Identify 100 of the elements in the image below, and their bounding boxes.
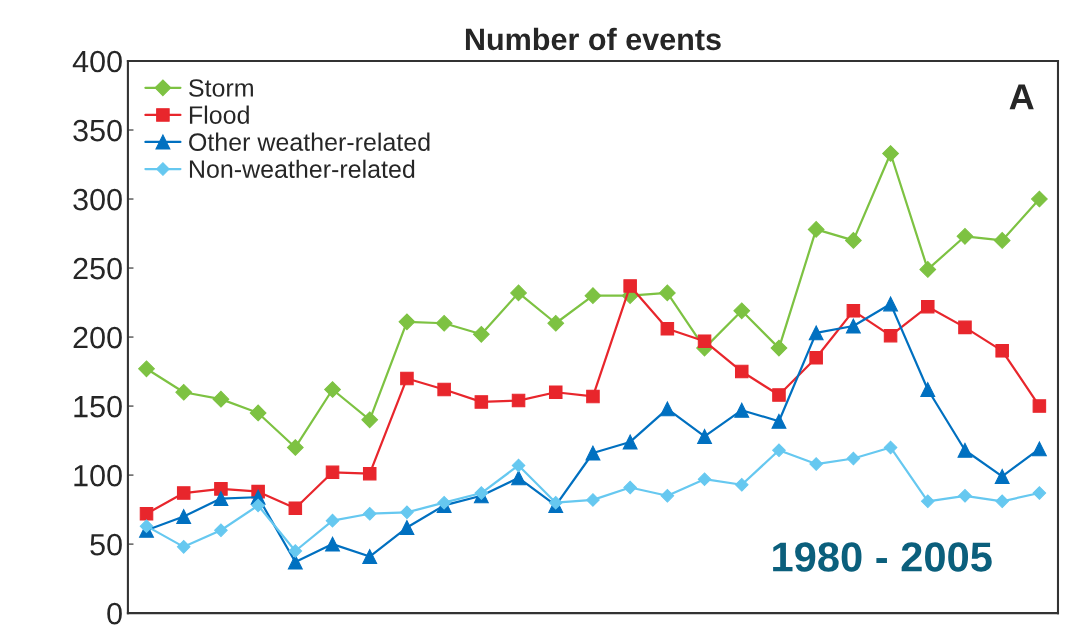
point [474,395,489,409]
point [287,554,303,570]
point [176,540,191,554]
point [1032,486,1047,500]
point [362,506,377,521]
legend-label: Non-weather-related [189,159,415,179]
point [212,390,230,408]
point [511,470,527,486]
y-tick-label: 400 [72,50,122,73]
point [400,371,414,386]
point [809,457,823,471]
y-tick-label: 150 [74,395,122,418]
point [176,486,191,500]
point [511,393,526,408]
point [883,328,898,343]
point [400,505,414,520]
point [845,318,861,334]
point [956,227,974,245]
point [213,491,229,507]
point [660,488,675,503]
point [658,284,676,302]
point [958,320,972,335]
point [921,299,935,314]
point [472,325,490,343]
point [772,388,786,402]
point [995,494,1009,509]
point [437,382,451,397]
y-tick-label: 200 [73,326,122,349]
point [398,313,416,331]
annotation: A [1009,84,1034,110]
legend-label: Flood [189,105,249,124]
point [325,513,340,528]
point [846,304,861,318]
point [623,480,637,495]
point [176,509,192,524]
point [510,284,527,302]
y-tick-label: 250 [73,257,122,280]
point [919,261,937,278]
y-tick-label: 300 [73,188,122,211]
point [659,401,675,417]
point [362,466,377,481]
point [882,145,899,162]
point [697,334,712,348]
point [324,381,341,398]
point [995,344,1009,358]
point [548,385,563,400]
point [586,389,600,404]
point [734,402,750,418]
point [771,413,787,429]
point [1031,190,1048,208]
point [697,428,713,444]
point [920,382,936,397]
point [958,488,972,503]
point [809,350,823,365]
point [957,442,973,458]
point [139,506,154,521]
point [733,302,751,320]
point [249,404,267,422]
legend-label: Other weather-related [189,132,430,151]
point [585,445,601,461]
point [772,443,786,458]
point [883,440,898,455]
point [660,322,675,336]
point [623,279,637,293]
point [846,451,861,466]
point [993,232,1011,249]
point [807,221,825,238]
point [1032,399,1047,413]
y-tick-label: 0 [107,602,122,625]
point [734,364,749,379]
point [1031,441,1047,457]
point [214,482,228,496]
point [288,544,303,558]
y-tick-label: 50 [90,533,122,556]
point [435,314,453,332]
point [362,549,378,564]
point [399,520,415,535]
point [325,465,340,480]
point [844,232,862,249]
y-tick-label: 100 [74,464,122,487]
point [175,383,193,401]
point [697,472,712,487]
annotation: 1980 - 2005 [773,542,992,572]
legend-label: Storm [189,79,253,97]
point [883,296,899,312]
point [251,498,265,513]
point [734,477,749,492]
point [214,523,228,538]
chart-title: Number of events [465,27,721,51]
point [474,486,489,500]
point [808,325,824,341]
point [286,439,304,456]
point [361,411,379,429]
y-tick-label: 350 [73,119,122,142]
point [622,434,638,450]
point [994,469,1010,484]
point [586,493,600,507]
point [511,458,526,473]
point [325,536,340,552]
point [920,494,935,509]
